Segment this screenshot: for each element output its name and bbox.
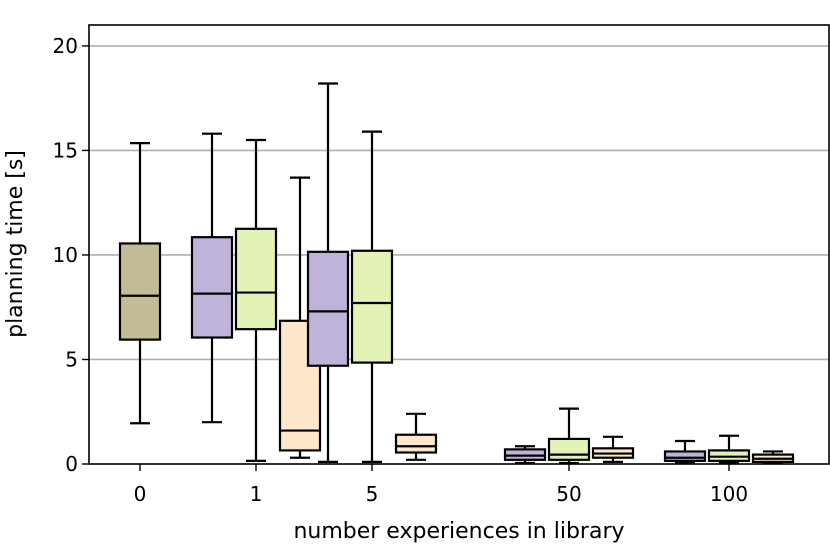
y-tick-label-10: 10 bbox=[53, 243, 78, 267]
x-axis-label: number experiences in library bbox=[293, 519, 624, 544]
y-axis-label: planning time [s] bbox=[3, 150, 28, 338]
x-tick-label-1: 1 bbox=[250, 482, 263, 506]
boxes bbox=[118, 82, 795, 465]
box-iqr bbox=[394, 433, 438, 454]
box-50-3 bbox=[591, 435, 635, 464]
box-5-3 bbox=[394, 412, 438, 461]
box-5-2 bbox=[350, 130, 394, 464]
box-iqr bbox=[547, 437, 591, 461]
box-iqr bbox=[234, 227, 278, 331]
y-tick-label-15: 15 bbox=[53, 138, 78, 162]
box-iqr bbox=[663, 450, 707, 462]
box-1-2 bbox=[234, 138, 278, 462]
box-iqr bbox=[118, 242, 162, 341]
plot-frame bbox=[88, 24, 830, 465]
y-tick-label-5: 5 bbox=[65, 347, 78, 371]
box-50-2 bbox=[547, 407, 591, 465]
x-tick-label-5: 5 bbox=[366, 482, 379, 506]
y-tick-label-0: 0 bbox=[65, 452, 78, 476]
box-1-1 bbox=[190, 132, 234, 424]
y-tick-label-20: 20 bbox=[53, 34, 78, 58]
box-5-1 bbox=[306, 82, 350, 464]
box-iqr bbox=[350, 249, 394, 364]
box-100-3 bbox=[751, 450, 795, 465]
box-100-2 bbox=[707, 434, 751, 465]
x-tick-label-100: 100 bbox=[710, 482, 748, 506]
box-iqr bbox=[306, 250, 350, 367]
box-100-1 bbox=[663, 439, 707, 465]
box-iqr bbox=[190, 236, 234, 339]
box-0-1 bbox=[118, 142, 162, 425]
box-50-1 bbox=[503, 445, 547, 465]
x-tick-label-50: 50 bbox=[556, 482, 581, 506]
x-tick-label-0: 0 bbox=[134, 482, 147, 506]
